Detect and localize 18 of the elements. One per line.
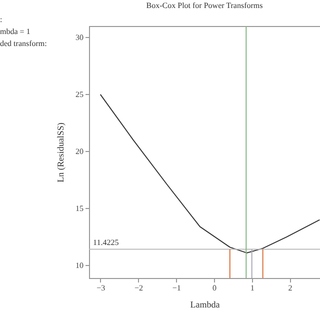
y-axis-title: Ln (ResidualSS) — [56, 122, 66, 182]
text: ded transform: — [0, 39, 47, 48]
y-tick-label: 30 — [76, 32, 84, 42]
y-tick-label: 15 — [76, 204, 84, 213]
x-tick-label: −2 — [134, 284, 143, 292]
chart-title: Box-Cox Plot for Power Transforms — [146, 1, 263, 10]
ref-line-label: 11.4225 — [93, 238, 119, 248]
y-tick-label: 20 — [76, 146, 84, 156]
y-tick-label: 25 — [76, 90, 84, 99]
x-axis-title: Lambda — [190, 300, 220, 310]
text: mbda = 1 — [0, 27, 30, 36]
y-tick-label: 10 — [76, 260, 84, 270]
x-tick-label: 0 — [212, 284, 216, 292]
x-tick-label: 2 — [288, 284, 292, 292]
x-tick-label: 1 — [250, 284, 254, 292]
text: : — [0, 15, 2, 24]
x-tick-label: −1 — [172, 284, 181, 292]
x-tick-label: −3 — [96, 284, 106, 292]
